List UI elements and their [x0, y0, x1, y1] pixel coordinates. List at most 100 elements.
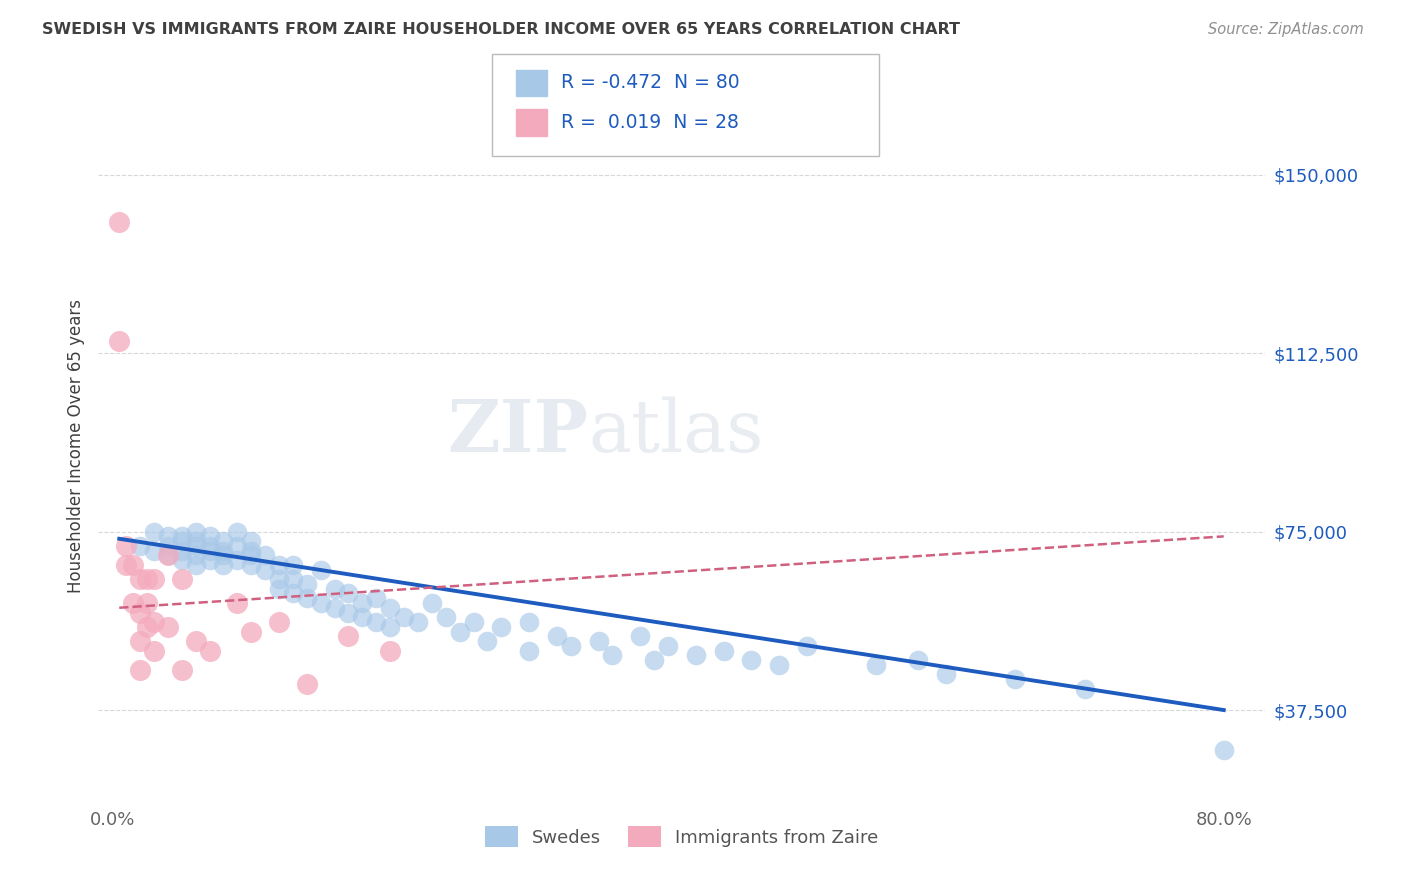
Point: [115, 558, 138, 572]
Point: [136, 596, 159, 610]
Point: [143, 643, 166, 657]
Point: [337, 586, 360, 600]
Point: [184, 539, 207, 553]
Text: R =  0.019  N = 28: R = 0.019 N = 28: [561, 112, 740, 132]
Point: [240, 624, 263, 639]
Point: [517, 643, 540, 657]
Point: [170, 529, 193, 543]
Point: [170, 553, 193, 567]
Point: [226, 596, 249, 610]
Point: [352, 610, 374, 624]
Point: [337, 629, 360, 643]
Point: [323, 600, 346, 615]
Point: [115, 539, 138, 553]
Point: [491, 620, 513, 634]
Point: [366, 591, 388, 606]
Point: [156, 539, 179, 553]
Point: [337, 606, 360, 620]
Point: [170, 663, 193, 677]
Point: [184, 549, 207, 563]
Point: [420, 596, 443, 610]
Point: [588, 634, 610, 648]
Point: [602, 648, 624, 663]
Point: [865, 657, 887, 672]
Point: [352, 596, 374, 610]
Point: [156, 620, 179, 634]
Point: [713, 643, 735, 657]
Point: [170, 534, 193, 549]
Point: [281, 586, 304, 600]
Point: [156, 529, 179, 543]
Point: [449, 624, 471, 639]
Point: [935, 667, 957, 681]
Point: [240, 558, 263, 572]
Point: [267, 558, 290, 572]
Point: [240, 549, 263, 563]
Text: SWEDISH VS IMMIGRANTS FROM ZAIRE HOUSEHOLDER INCOME OVER 65 YEARS CORRELATION CH: SWEDISH VS IMMIGRANTS FROM ZAIRE HOUSEHO…: [42, 22, 960, 37]
Point: [122, 596, 145, 610]
Point: [685, 648, 707, 663]
Point: [740, 653, 762, 667]
Legend: Swedes, Immigrants from Zaire: Swedes, Immigrants from Zaire: [478, 819, 886, 855]
Point: [768, 657, 790, 672]
Point: [796, 639, 818, 653]
Point: [380, 643, 402, 657]
Point: [212, 543, 235, 558]
Point: [129, 663, 152, 677]
Point: [392, 610, 415, 624]
Point: [267, 572, 290, 586]
Point: [309, 563, 332, 577]
Point: [1074, 681, 1097, 696]
Point: [657, 639, 679, 653]
Point: [184, 634, 207, 648]
Point: [198, 643, 221, 657]
Point: [143, 524, 166, 539]
Point: [380, 620, 402, 634]
Y-axis label: Householder Income Over 65 years: Householder Income Over 65 years: [66, 299, 84, 593]
Point: [463, 615, 485, 629]
Point: [226, 553, 249, 567]
Point: [366, 615, 388, 629]
Point: [129, 634, 152, 648]
Point: [198, 543, 221, 558]
Point: [477, 634, 499, 648]
Point: [226, 539, 249, 553]
Point: [184, 558, 207, 572]
Point: [240, 543, 263, 558]
Point: [136, 572, 159, 586]
Point: [212, 549, 235, 563]
Text: atlas: atlas: [589, 396, 763, 467]
Point: [129, 539, 152, 553]
Text: ZIP: ZIP: [447, 396, 589, 467]
Point: [628, 629, 651, 643]
Point: [170, 572, 193, 586]
Point: [546, 629, 568, 643]
Point: [156, 549, 179, 563]
Point: [295, 577, 318, 591]
Point: [226, 524, 249, 539]
Point: [212, 534, 235, 549]
Point: [122, 558, 145, 572]
Text: R = -0.472  N = 80: R = -0.472 N = 80: [561, 73, 740, 93]
Point: [1004, 672, 1026, 686]
Point: [380, 600, 402, 615]
Point: [143, 543, 166, 558]
Point: [198, 539, 221, 553]
Point: [143, 572, 166, 586]
Point: [281, 572, 304, 586]
Point: [136, 620, 159, 634]
Point: [643, 653, 665, 667]
Point: [129, 606, 152, 620]
Point: [156, 549, 179, 563]
Point: [517, 615, 540, 629]
Point: [1212, 743, 1234, 757]
Point: [170, 543, 193, 558]
Point: [129, 572, 152, 586]
Point: [254, 563, 277, 577]
Point: [281, 558, 304, 572]
Point: [108, 215, 131, 229]
Point: [295, 677, 318, 691]
Point: [198, 529, 221, 543]
Point: [198, 553, 221, 567]
Point: [143, 615, 166, 629]
